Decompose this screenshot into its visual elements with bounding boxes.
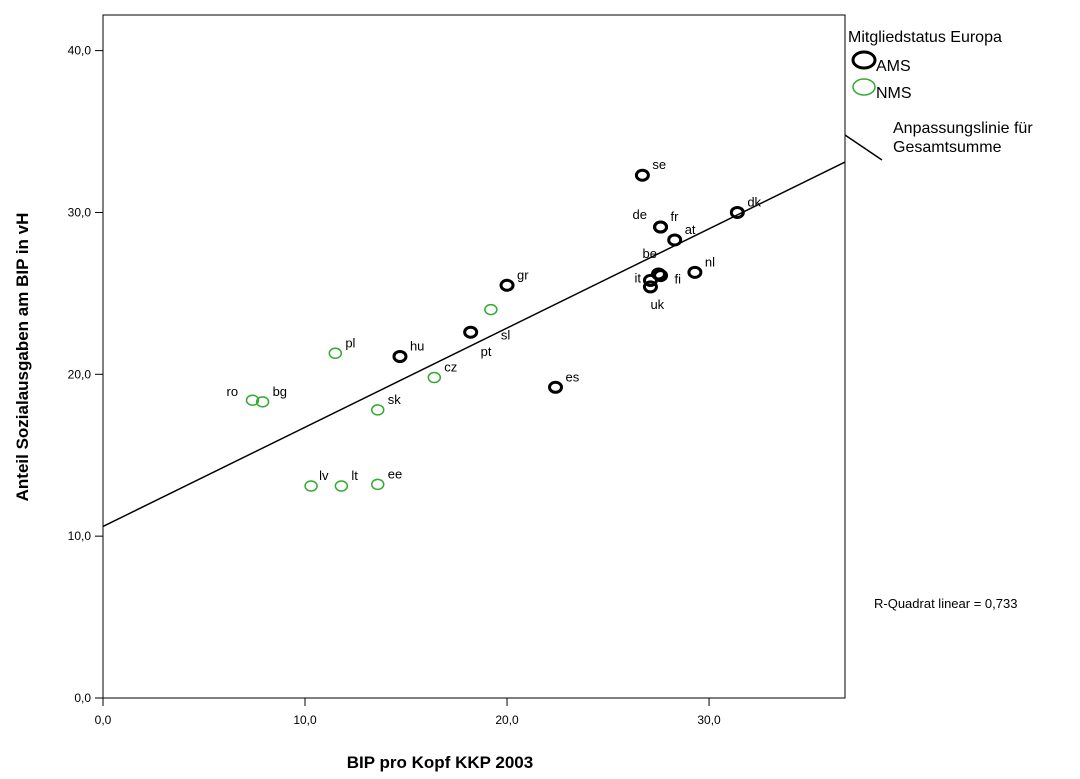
y-tick-label: 0,0 xyxy=(74,691,91,705)
point xyxy=(370,404,385,416)
point-label: lv xyxy=(319,468,329,483)
point-label: se xyxy=(652,157,666,172)
point xyxy=(245,394,260,406)
point xyxy=(642,280,658,294)
x-tick-label: 20,0 xyxy=(495,713,519,727)
point-label: pt xyxy=(481,344,492,359)
y-tick-label: 40,0 xyxy=(68,44,92,58)
legend-fit-label: Gesamtsumme xyxy=(893,139,1002,156)
point xyxy=(370,478,385,491)
fit-line xyxy=(103,161,845,528)
point xyxy=(328,347,343,360)
point xyxy=(548,380,564,394)
point xyxy=(634,168,650,182)
y-tick-label: 30,0 xyxy=(68,205,92,219)
point-label: bg xyxy=(273,384,287,399)
point xyxy=(304,480,318,492)
point-label: be xyxy=(643,246,657,261)
x-tick-label: 0,0 xyxy=(95,713,112,727)
point xyxy=(334,480,349,492)
point-label: de xyxy=(633,207,647,222)
legend-label: NMS xyxy=(876,85,912,102)
point xyxy=(667,233,683,247)
point-label: cz xyxy=(444,360,457,375)
point-label: it xyxy=(634,270,641,285)
legend-label: AMS xyxy=(876,58,911,75)
point xyxy=(687,265,703,279)
y-tick-label: 20,0 xyxy=(68,367,92,381)
point-label: lt xyxy=(351,468,358,483)
point xyxy=(255,396,270,408)
point-label: fr xyxy=(671,209,680,224)
point xyxy=(463,325,479,339)
y-tick-label: 10,0 xyxy=(68,529,92,543)
point-label: nl xyxy=(705,254,715,269)
point-label: es xyxy=(566,369,580,384)
point-label: hu xyxy=(410,339,424,354)
annotation: R-Quadrat linear = 0,733 xyxy=(874,596,1017,611)
point xyxy=(642,273,658,287)
point-label: ro xyxy=(226,384,238,399)
point-label: gr xyxy=(517,267,529,282)
x-tick-label: 30,0 xyxy=(697,713,721,727)
legend-title: Mitgliedstatus Europa xyxy=(848,29,1002,46)
point xyxy=(653,220,669,234)
point xyxy=(484,303,498,316)
point-label: pl xyxy=(345,335,355,350)
point-label: uk xyxy=(650,297,664,312)
point-label: dk xyxy=(747,194,761,209)
point-label: fi xyxy=(675,272,682,287)
legend-fit-line xyxy=(844,134,883,161)
point xyxy=(729,205,745,219)
legend-swatch xyxy=(852,78,876,96)
point xyxy=(499,278,515,292)
point xyxy=(392,350,408,363)
point-label: sk xyxy=(388,392,402,407)
point-label: at xyxy=(685,222,696,237)
point-label: sl xyxy=(501,328,511,343)
y-axis-title: Anteil Sozialausgaben am BIP in vH xyxy=(13,213,32,502)
x-tick-label: 10,0 xyxy=(293,713,317,727)
point-label: ee xyxy=(388,466,402,481)
x-axis-title: BIP pro Kopf KKP 2003 xyxy=(347,753,533,772)
plot-frame xyxy=(102,14,846,699)
legend-swatch xyxy=(851,50,877,70)
point xyxy=(427,371,442,384)
legend-fit-label: Anpassungslinie für xyxy=(893,120,1033,137)
